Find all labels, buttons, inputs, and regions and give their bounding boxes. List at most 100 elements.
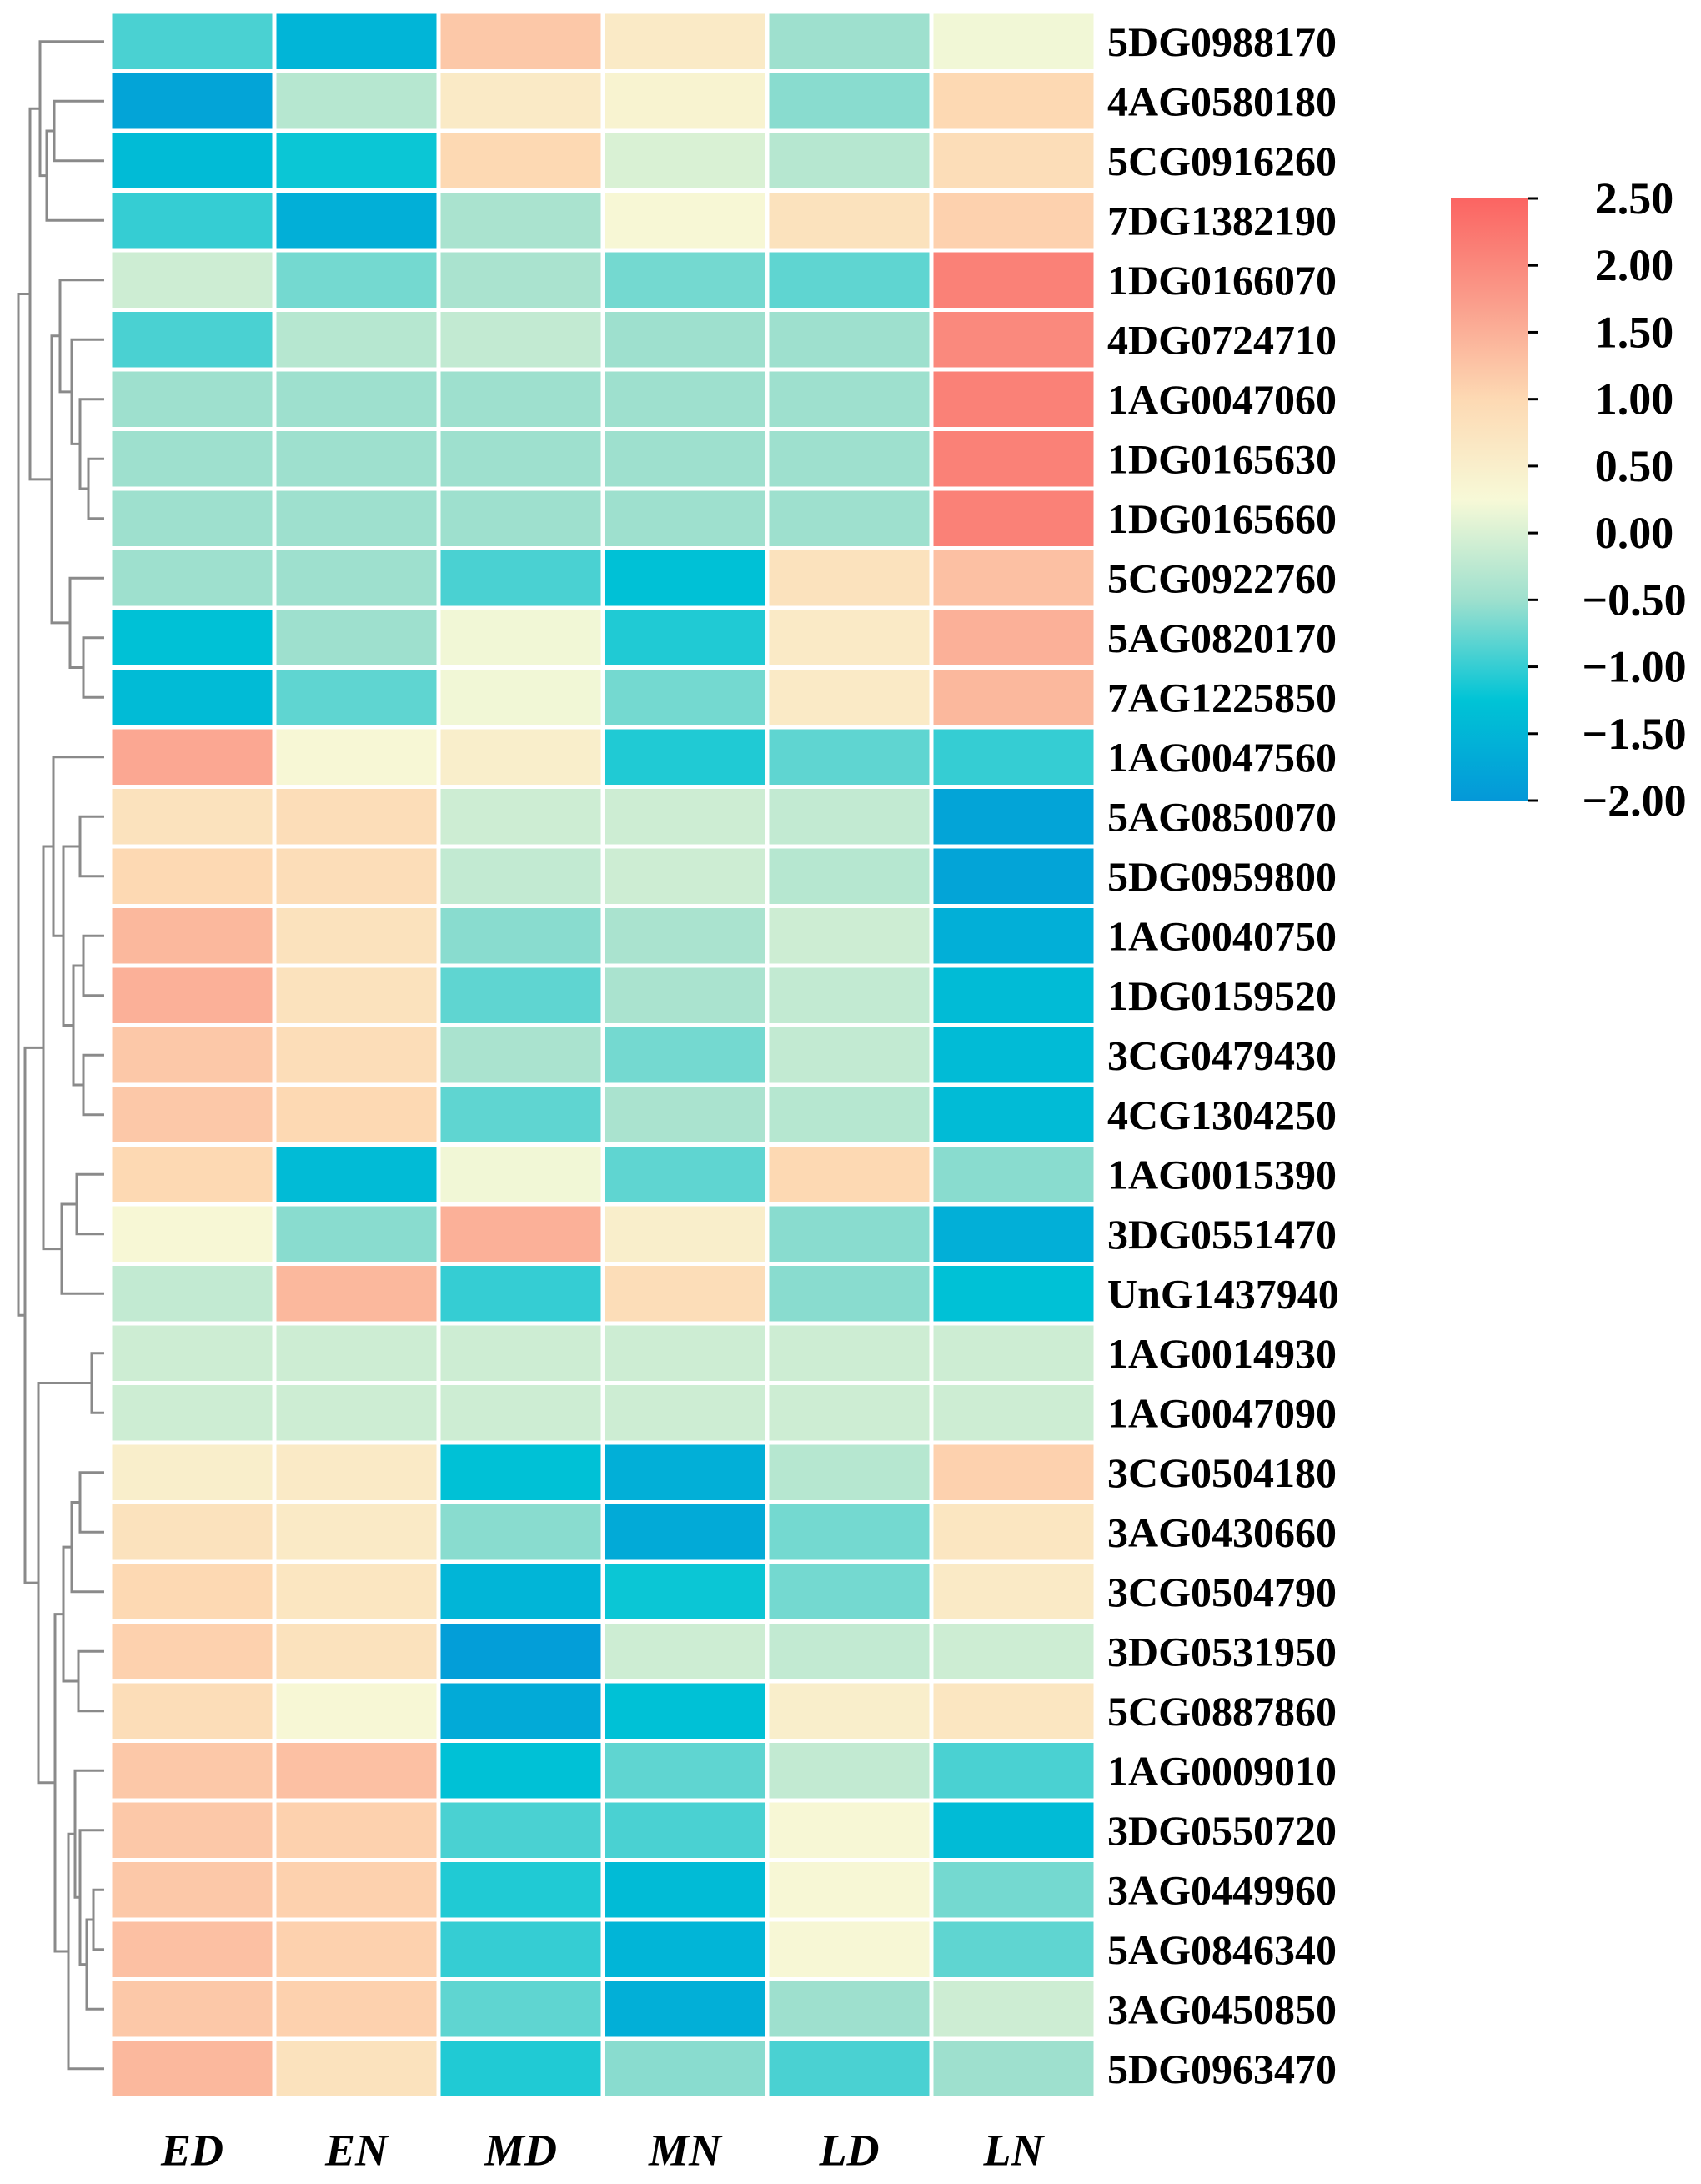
heatmap-cell (436, 785, 605, 849)
heatmap-cell (600, 785, 770, 849)
column-label: MN (648, 2126, 723, 2176)
heatmap-cell (272, 2036, 441, 2101)
heatmap-cell (272, 367, 441, 431)
colorbar-tick-label: −2.00 (1582, 776, 1686, 826)
heatmap-cell (765, 1500, 934, 1564)
dendrogram-branch (58, 279, 104, 394)
heatmap-cell (108, 1023, 277, 1087)
heatmap-cell (765, 1262, 934, 1326)
heatmap-cell (600, 1739, 770, 1803)
heatmap-cell (108, 1262, 277, 1326)
heatmap-cell (600, 1798, 770, 1862)
heatmap-cell (108, 69, 277, 133)
heatmap-cell (929, 844, 1098, 908)
dendrogram-branch (77, 1649, 104, 1713)
heatmap-cell (436, 844, 605, 908)
column-label: EN (324, 2126, 389, 2176)
colorbar-tick-label: −1.00 (1582, 642, 1686, 692)
row-label: 1AG0040750 (1107, 912, 1337, 959)
heatmap-cell (765, 1023, 934, 1087)
heatmap-cell (436, 2036, 605, 2101)
heatmap-cell (600, 367, 770, 431)
row-label: 3CG0504180 (1107, 1449, 1337, 1496)
row-label: 5DG0988170 (1107, 18, 1337, 65)
heatmap-cell (272, 1619, 441, 1684)
heatmap-cell (436, 546, 605, 610)
heatmap-cell (272, 1977, 441, 2041)
heatmap-cell (600, 963, 770, 1027)
heatmap-cell (436, 367, 605, 431)
heatmap-cell (436, 248, 605, 312)
heatmap-cell (436, 1321, 605, 1385)
heatmap-cell (600, 844, 770, 908)
heatmap-cell (929, 427, 1098, 491)
heatmap-cell (436, 1798, 605, 1862)
heatmap-cell (436, 605, 605, 670)
heatmap-cell (436, 1082, 605, 1147)
heatmap-cell (272, 904, 441, 968)
heatmap-cell (765, 1977, 934, 2041)
heatmap-cell (108, 188, 277, 253)
column-labels: ED EN MD MN LD LN (160, 2126, 1046, 2176)
heatmap-cell (929, 1440, 1098, 1504)
heatmap-cell (108, 1917, 277, 1981)
row-label: 1AG0047060 (1107, 376, 1337, 423)
heatmap-cell (436, 1500, 605, 1564)
heatmap-cell (765, 904, 934, 968)
heatmap-cell (929, 725, 1098, 789)
heatmap-cell (929, 1559, 1098, 1624)
heatmap-cell (600, 546, 770, 610)
heatmap-cell (600, 725, 770, 789)
heatmap-cell (929, 308, 1098, 372)
heatmap-cell (765, 69, 934, 133)
row-label: 5CG0887860 (1107, 1688, 1337, 1735)
row-label: 3AG0430660 (1107, 1509, 1337, 1555)
row-label: 1DG0165630 (1107, 435, 1337, 482)
heatmap-cell (600, 665, 770, 730)
column-label: LD (819, 2126, 880, 2176)
heatmap-cell (765, 2036, 934, 2101)
heatmap-cell (929, 2036, 1098, 2101)
dendrogram-branch (70, 338, 104, 445)
heatmap-cell (436, 1023, 605, 1087)
heatmap-cell (929, 1082, 1098, 1147)
heatmap-cell (765, 1798, 934, 1862)
heatmap-cell (600, 427, 770, 491)
colorbar-gradient (1451, 198, 1528, 801)
heatmap-cell (929, 248, 1098, 312)
dendrogram-branch (70, 1501, 104, 1594)
heatmap-cell (765, 128, 934, 193)
heatmap-cell (765, 427, 934, 491)
dendrogram-branch (82, 636, 104, 699)
row-label: 3CG0504790 (1107, 1569, 1337, 1615)
dendrogram-branch (75, 1172, 104, 1236)
row-label: 7AG1225850 (1107, 674, 1337, 720)
heatmap-cell (600, 2036, 770, 2101)
heatmap-cell (272, 785, 441, 849)
heatmap-cell (929, 904, 1098, 968)
heatmap-cell (108, 546, 277, 610)
heatmap-cell (108, 1381, 277, 1445)
heatmap-cell (272, 844, 441, 908)
heatmap-cell (929, 1679, 1098, 1743)
heatmap-cell (108, 1858, 277, 1922)
heatmap-cell (600, 605, 770, 670)
heatmap-cell (929, 1619, 1098, 1684)
heatmap-cell (765, 367, 934, 431)
heatmap-cell (108, 844, 277, 908)
row-label: 3DG0550720 (1107, 1807, 1337, 1854)
heatmap-cell (108, 486, 277, 550)
heatmap-cell (765, 963, 934, 1027)
heatmap-cell (272, 665, 441, 730)
heatmap-cell (765, 1142, 934, 1207)
row-label: 1DG0166070 (1107, 257, 1337, 304)
heatmap-cell (436, 1679, 605, 1743)
heatmap-cell (765, 1858, 934, 1922)
heatmap-cell (929, 1381, 1098, 1445)
dendrogram-branch (78, 398, 104, 490)
heatmap-cell (929, 1500, 1098, 1564)
heatmap-cell (929, 1917, 1098, 1981)
row-label: 3DG0551470 (1107, 1211, 1337, 1258)
heatmap-cell (600, 1082, 770, 1147)
heatmap-cell (929, 1798, 1098, 1862)
